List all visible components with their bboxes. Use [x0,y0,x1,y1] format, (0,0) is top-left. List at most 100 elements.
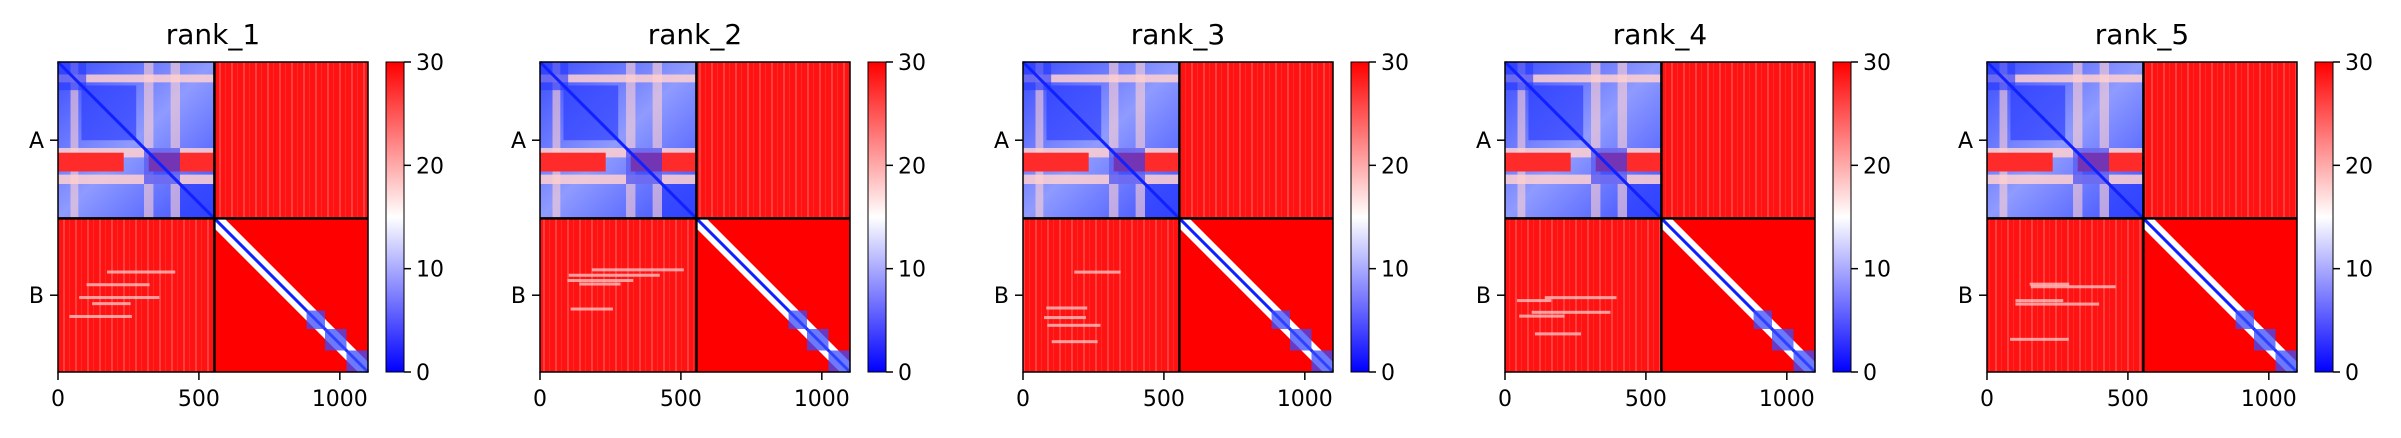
colorbar [1350,61,1370,373]
inter-chain-streak [591,268,684,272]
chain-b-domain [828,350,850,372]
panel-5: rank_5 0 500 1000 A B 0 10 20 30 [1958,18,2373,412]
colorbar-tick-label: 30 [898,51,926,76]
colorbar-tick-label: 10 [1863,258,1891,283]
chain-a-diagonal-core [1985,60,2145,220]
chain-a-band-v [1591,62,1601,219]
inter-chain-streak [92,302,131,306]
inter-chain-streak [86,283,150,287]
y-tick-label: A [1958,129,1973,154]
chain-a-band-h [1505,174,1662,184]
x-tick-label: 500 [2107,387,2149,412]
colorbar [1832,61,1852,373]
chain-a-band-h [58,148,215,158]
colorbar [385,61,405,373]
chain-a-band-h [1023,148,1180,158]
chain-b-domain [2253,328,2276,351]
chain-a-gap [540,152,606,172]
inter-chain-streak [2015,299,2064,303]
chain-a-band-h [540,174,697,184]
chain-b-domain [788,310,807,329]
chain-a-band-h [1987,148,2144,158]
inter-chain-streak [1074,270,1121,274]
colorbar-tick-label: 10 [1381,258,1409,283]
chain-a-band-v [70,62,79,219]
chain-a-band-v [1109,62,1119,219]
inter-chain-block-ba [1987,218,2144,372]
y-tick-label: B [29,284,44,309]
inter-chain-streak [1531,310,1611,314]
chain-b-domain [1753,310,1772,329]
colorbar-tick-label: 10 [416,258,444,283]
chain-a-diagonal-core [56,60,216,220]
inter-chain-block-ba [540,218,697,372]
plot-frame [1504,61,1816,373]
colorbar-tick-label: 20 [1381,154,1409,179]
x-tick-label: 0 [51,387,65,412]
x-tick-label: 1000 [2241,387,2297,412]
plot-frame [1986,61,2298,373]
chain-b-domain [324,328,347,351]
x-tick-label: 1000 [1277,387,1333,412]
chain-a-band-h [1505,74,1662,83]
inter-chain-streak [1534,332,1581,336]
plot-frame [57,61,369,373]
inter-chain-streak [1046,306,1088,310]
inter-chain-streak [1517,299,1552,303]
panel-1: rank_1 0 500 1000 A B 0 10 20 30 [29,18,444,412]
y-tick-label: A [1476,129,1491,154]
panel-title: rank_3 [1131,18,1225,51]
inter-chain-streak [567,279,634,283]
chain-a-band-h [58,174,215,184]
inter-chain-streak [2030,285,2116,289]
chain-a-gap [1023,152,1089,172]
y-tick-label: B [511,284,526,309]
chain-a-band-h [1023,74,1180,83]
plot-frame [1022,61,1334,373]
inter-chain-streak [1519,314,1565,318]
chain-a-gap [58,152,124,172]
panel-title: rank_5 [2095,18,2189,51]
chain-a-band-v [1617,62,1627,219]
y-tick-label: A [511,129,526,154]
inter-chain-block-ba [58,218,215,372]
colorbar-tick-label: 30 [1863,51,1891,76]
chain-a-band-h [1023,174,1180,184]
x-tick-label: 0 [1016,387,1030,412]
chain-a-band-h [1505,148,1662,158]
chain-a-gap [1505,152,1571,172]
inter-chain-streak [69,314,132,318]
chain-a-band-v [2073,62,2083,219]
inter-chain-block-ab [1661,62,1815,219]
inter-chain-streak [107,270,176,274]
colorbar-tick-label: 30 [2345,51,2373,76]
inter-chain-streak [1047,323,1101,327]
y-tick-label: B [1476,284,1491,309]
colorbar-tick-label: 0 [2345,361,2359,386]
x-tick-label: 500 [178,387,220,412]
inter-chain-block-ab [1179,62,1333,219]
chain-b-domain [1311,350,1333,372]
x-tick-label: 0 [533,387,547,412]
chain-a-band-h [540,148,697,158]
chain-a-gap [1987,152,2053,172]
panel-2: rank_2 0 500 1000 A B 0 10 20 30 [511,18,926,412]
x-tick-label: 1000 [794,387,850,412]
chain-a-band-v [652,62,662,219]
panel-4: rank_4 0 500 1000 A B 0 10 20 30 [1476,18,1891,412]
chain-a-band-h [58,74,215,83]
colorbar-tick-label: 0 [898,361,912,386]
chain-a-band-v [1999,62,2008,219]
inter-chain-streak [579,282,621,286]
x-tick-label: 0 [1498,387,1512,412]
chain-a-band-h [1987,74,2144,83]
y-tick-label: B [1958,284,1973,309]
y-tick-label: B [994,284,1009,309]
chain-a-band-h [540,74,697,83]
x-tick-label: 1000 [1759,387,1815,412]
chain-b-domain [1793,350,1815,372]
colorbar-tick-label: 20 [2345,154,2373,179]
inter-chain-block-ab [214,62,368,219]
chain-b-domain [806,328,829,351]
chain-a-band-v [626,62,636,219]
